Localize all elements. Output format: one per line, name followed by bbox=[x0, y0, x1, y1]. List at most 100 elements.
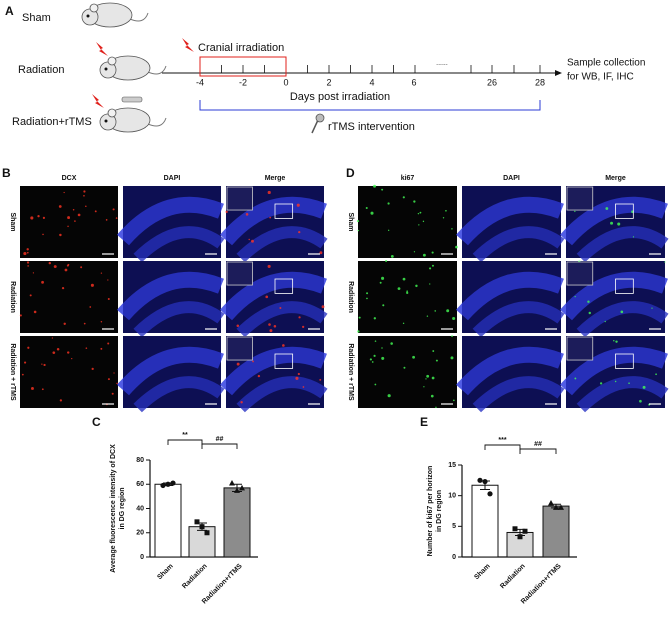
intervention-bracket bbox=[199, 100, 541, 111]
marker-signal bbox=[252, 360, 254, 363]
day-label: -2 bbox=[239, 77, 247, 87]
data-point bbox=[165, 481, 171, 487]
marker-signal bbox=[267, 264, 271, 269]
marker-signal bbox=[418, 224, 420, 226]
marker-signal bbox=[628, 382, 630, 384]
significance-bracket bbox=[519, 448, 557, 454]
marker-signal bbox=[32, 272, 34, 274]
marker-signal bbox=[26, 248, 29, 251]
marker-signal bbox=[77, 213, 81, 217]
marker-signal bbox=[51, 337, 54, 339]
intervention-label: rTMS intervention bbox=[328, 121, 415, 133]
endpoint-label: Sample collection bbox=[567, 58, 645, 69]
group-label: Sham bbox=[22, 12, 51, 24]
marker-signal bbox=[365, 206, 368, 210]
marker-signal bbox=[90, 283, 94, 287]
marker-signal bbox=[83, 190, 86, 193]
data-point bbox=[558, 504, 564, 510]
significance-label: ## bbox=[216, 436, 224, 443]
nuclei-band bbox=[560, 346, 668, 396]
marker-signal bbox=[248, 238, 250, 241]
marker-signal bbox=[455, 245, 458, 249]
marker-signal bbox=[111, 392, 114, 395]
nuclei-band bbox=[133, 376, 225, 413]
bar bbox=[471, 484, 499, 558]
lightning bbox=[182, 38, 194, 52]
day-label: 4 bbox=[369, 77, 374, 87]
marker-signal bbox=[66, 351, 70, 354]
group-label: Radiation bbox=[18, 64, 64, 76]
marker-signal bbox=[632, 236, 635, 238]
marker-signal bbox=[296, 203, 300, 207]
nuclei-band bbox=[576, 376, 669, 413]
y-tick-label: 0 bbox=[140, 554, 144, 561]
roi-box bbox=[274, 203, 294, 219]
marker-signal bbox=[357, 330, 360, 333]
significance-label: *** bbox=[498, 437, 506, 444]
x-tick-label: Sham bbox=[473, 563, 491, 581]
marker-signal bbox=[63, 322, 66, 325]
group-label: Radiation+rTMS bbox=[12, 116, 92, 128]
marker-signal bbox=[387, 394, 391, 398]
marker-signal bbox=[269, 216, 272, 219]
marker-signal bbox=[422, 220, 425, 223]
marker-signal bbox=[452, 316, 456, 321]
marker-signal bbox=[620, 310, 624, 314]
marker-signal bbox=[298, 316, 301, 319]
marker-signal bbox=[413, 200, 416, 203]
column-header: DAPI bbox=[503, 175, 520, 182]
marker-signal bbox=[31, 386, 34, 390]
row-label: Radiation bbox=[347, 281, 354, 313]
marker-signal bbox=[373, 354, 376, 357]
column-header: ki67 bbox=[401, 175, 415, 182]
marker-signal bbox=[373, 184, 376, 188]
nuclei-haze bbox=[123, 261, 221, 333]
inset bbox=[226, 186, 253, 211]
marker-signal bbox=[43, 363, 46, 367]
marker-signal bbox=[59, 233, 62, 237]
marker-signal bbox=[63, 191, 65, 194]
marker-signal bbox=[72, 209, 75, 211]
panel-label: C bbox=[92, 415, 101, 429]
marker-signal bbox=[426, 315, 429, 317]
micrograph bbox=[358, 261, 457, 333]
nuclei-band bbox=[560, 196, 668, 246]
marker-signal bbox=[89, 306, 92, 308]
marker-signal bbox=[42, 216, 46, 220]
marker-signal bbox=[445, 209, 447, 212]
marker-signal bbox=[381, 276, 385, 280]
marker-signal bbox=[112, 208, 115, 211]
data-point bbox=[512, 526, 518, 532]
marker-signal bbox=[85, 205, 87, 207]
marker-signal bbox=[366, 297, 368, 300]
marker-signal bbox=[257, 374, 261, 378]
nuclei-haze bbox=[462, 261, 561, 333]
marker-signal bbox=[26, 251, 29, 254]
marker-signal bbox=[21, 373, 24, 376]
marker-signal bbox=[402, 196, 405, 199]
marker-signal bbox=[245, 213, 249, 216]
marker-signal bbox=[240, 401, 243, 404]
marker-signal bbox=[267, 190, 271, 195]
data-point bbox=[160, 482, 166, 489]
marker-signal bbox=[61, 287, 65, 290]
marker-signal bbox=[319, 251, 323, 255]
nuclei-band bbox=[236, 226, 328, 263]
coil-head bbox=[315, 113, 325, 123]
marker-signal bbox=[100, 347, 103, 350]
marker-signal bbox=[67, 216, 71, 220]
inset bbox=[566, 261, 594, 286]
nuclei-band bbox=[236, 376, 328, 413]
roi-box bbox=[615, 203, 634, 219]
marker-signal bbox=[302, 325, 305, 329]
marker-signal bbox=[655, 373, 657, 376]
y-tick-label: 5 bbox=[452, 523, 456, 530]
y-tick-label: 20 bbox=[136, 530, 144, 537]
marker-signal bbox=[426, 374, 430, 378]
marker-signal bbox=[599, 382, 603, 385]
marker-signal bbox=[105, 219, 108, 221]
micrograph bbox=[20, 261, 118, 333]
nuclei-band bbox=[116, 346, 224, 396]
marker-signal bbox=[41, 363, 43, 365]
